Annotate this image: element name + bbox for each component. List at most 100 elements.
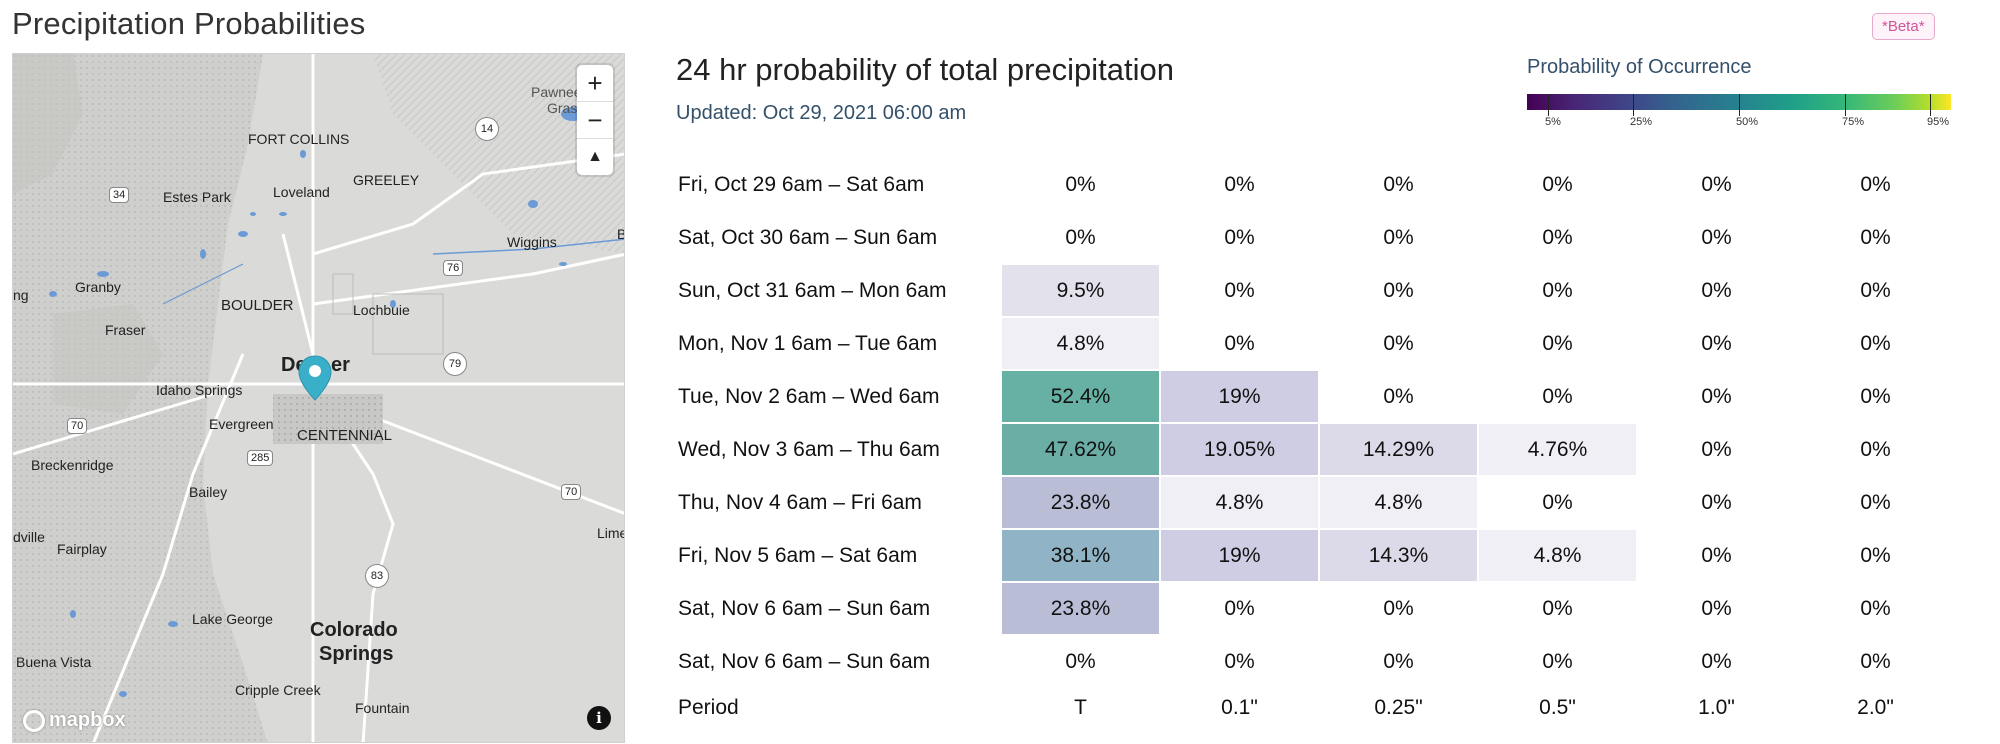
map-label: dville — [13, 529, 45, 545]
probability-cell: 19% — [1161, 530, 1318, 581]
probability-cell: 0% — [1860, 172, 1891, 196]
map-label: FORT COLLINS — [248, 131, 350, 147]
probability-cell: 0% — [1701, 543, 1732, 567]
column-threshold-label: 0.1" — [1221, 696, 1258, 719]
map-label: Bailey — [189, 484, 228, 500]
period-label: Fri, Nov 5 6am – Sat 6am — [678, 543, 918, 567]
updated-timestamp: Updated: Oct 29, 2021 06:00 am — [676, 102, 967, 124]
page-title: Precipitation Probabilities — [12, 6, 366, 41]
probability-cell: 19.05% — [1161, 424, 1318, 475]
map-label: Cripple Creek — [235, 682, 321, 698]
table-footer-row: Period T 0.1" 0.25" 0.5" 1.0" 2.0" — [672, 689, 1954, 727]
probability-cell: 0% — [1224, 649, 1255, 673]
probability-cell: 4.8% — [1479, 530, 1636, 581]
probability-cell: 0% — [1860, 225, 1891, 249]
map-label: Lake George — [192, 611, 273, 627]
probability-cell: 0% — [1383, 278, 1414, 302]
probability-cell: 0% — [1860, 384, 1891, 408]
probability-cell: 0% — [1383, 384, 1414, 408]
zoom-in-button[interactable]: + — [577, 65, 613, 102]
probability-cell: 0% — [1542, 490, 1573, 514]
column-threshold-label: 0.25" — [1374, 696, 1423, 719]
probability-cell: 19% — [1161, 371, 1318, 422]
map-label: Evergreen — [209, 416, 274, 432]
location-pin-icon[interactable] — [297, 354, 333, 402]
probability-cell: 0% — [1542, 596, 1573, 620]
probability-cell: 0% — [1860, 543, 1891, 567]
map-label: 285 — [247, 450, 274, 466]
probability-cell: 0% — [1701, 278, 1732, 302]
table-row: Sat, Nov 6 6am – Sun 6am 0% 0% 0% 0% 0% 0% — [672, 636, 1954, 687]
probability-cell: 0% — [1701, 437, 1732, 461]
map-label: 70 — [67, 418, 88, 434]
probability-cell: 4.8% — [1002, 318, 1159, 369]
map-label: Buena Vista — [16, 654, 92, 670]
column-threshold-label: T — [1074, 696, 1087, 719]
map-label: Granby — [75, 279, 121, 295]
map-label: Loveland — [273, 184, 330, 200]
probability-cell: 47.62% — [1002, 424, 1159, 475]
probability-cell: 0% — [1383, 331, 1414, 355]
probability-cell: 0% — [1383, 649, 1414, 673]
column-threshold-label: 2.0" — [1857, 696, 1894, 719]
mapbox-icon — [23, 709, 45, 732]
map-label: Fraser — [105, 322, 146, 338]
probability-cell: 0% — [1383, 225, 1414, 249]
probability-cell: 0% — [1224, 596, 1255, 620]
map-view[interactable]: FORT COLLINS Pawnee Gras 14 GREELEY Love… — [12, 53, 625, 743]
period-label: Sat, Oct 30 6am – Sun 6am — [678, 225, 938, 249]
zoom-out-button[interactable]: − — [577, 102, 613, 139]
period-label: Sat, Nov 6 6am – Sun 6am — [678, 596, 931, 620]
map-label: er — [331, 354, 350, 376]
map-label: B — [617, 226, 624, 242]
probability-cell: 0% — [1701, 172, 1732, 196]
probability-cell: 23.8% — [1002, 477, 1159, 528]
probability-cell: 0% — [1542, 278, 1573, 302]
period-label: Fri, Oct 29 6am – Sat 6am — [678, 172, 925, 196]
legend-tick-label: 95% — [1927, 116, 1950, 128]
map-label: Pawnee — [531, 84, 582, 100]
mapbox-logo[interactable]: mapbox — [23, 709, 126, 732]
probability-cell: 52.4% — [1002, 371, 1159, 422]
map-label: CENTENNIAL — [297, 427, 393, 444]
map-label: ng — [13, 287, 29, 303]
legend-tick-mark — [1845, 94, 1846, 116]
table-row: Thu, Nov 4 6am – Fri 6am 23.8% 4.8% 4.8% 0% 0… — [672, 477, 1954, 528]
map-label: Lochbuie — [353, 302, 410, 318]
probability-cell: 0% — [1542, 649, 1573, 673]
probability-table: Fri, Oct 29 6am – Sat 6am 0% 0% 0% 0% 0% 0% Sat… — [670, 157, 1956, 729]
map-label: 34 — [109, 187, 130, 203]
column-threshold-label: 1.0" — [1698, 696, 1735, 719]
probability-cell: 0% — [1542, 384, 1573, 408]
legend-tick-mark — [1548, 94, 1549, 116]
map-label: Fountain — [355, 700, 410, 716]
table-row: Tue, Nov 2 6am – Wed 6am 52.4% 19% 0% 0% 0% 0% — [672, 371, 1954, 422]
probability-cell: 0% — [1701, 225, 1732, 249]
probability-cell: 4.76% — [1479, 424, 1636, 475]
legend-tick-label: 25% — [1630, 116, 1653, 128]
info-icon[interactable]: i — [587, 706, 611, 730]
compass-button[interactable]: ▲ — [587, 148, 603, 165]
probability-cell: 0% — [1224, 172, 1255, 196]
period-label: Thu, Nov 4 6am – Fri 6am — [678, 490, 922, 514]
legend-tick-mark — [1633, 94, 1634, 116]
probability-cell: 0% — [1224, 331, 1255, 355]
map-zoom-controls: + − ▲ — [577, 65, 613, 175]
table-row: Wed, Nov 3 6am – Thu 6am 47.62% 19.05% 14.2… — [672, 424, 1954, 475]
probability-cell: 0% — [1860, 437, 1891, 461]
probability-cell: 0% — [1860, 649, 1891, 673]
probability-cell: 0% — [1542, 172, 1573, 196]
chart-title: 24 hr probability of total precipitation — [676, 52, 1175, 87]
legend-tick-mark — [1930, 94, 1931, 116]
probability-cell: 0% — [1701, 490, 1732, 514]
map-label: Gras — [547, 100, 578, 116]
probability-cell: 0% — [1860, 490, 1891, 514]
probability-cell: 14.3% — [1320, 530, 1477, 581]
period-label: Sun, Oct 31 6am – Mon 6am — [678, 278, 947, 302]
probability-cell: 0% — [1383, 172, 1414, 196]
probability-cell: 0% — [1860, 331, 1891, 355]
table-row: Fri, Nov 5 6am – Sat 6am 38.1% 19% 14.3% 4.8… — [672, 530, 1954, 581]
probability-cell: 23.8% — [1002, 583, 1159, 634]
map-basemap — [13, 54, 624, 742]
probability-cell: 0% — [1383, 596, 1414, 620]
